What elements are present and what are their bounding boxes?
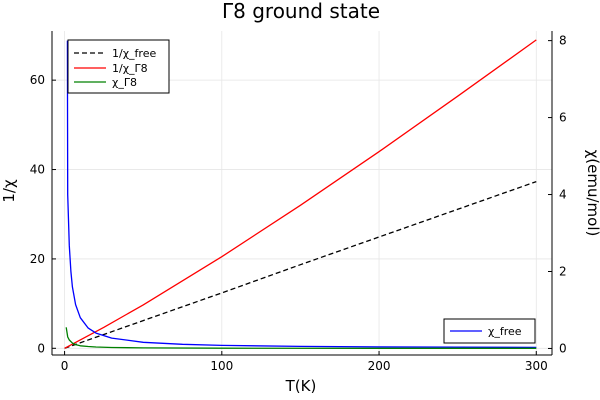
y-tick-label-right: 6 <box>559 111 567 125</box>
legend-label-chi-g8: χ_Γ8 <box>112 76 137 89</box>
y-tick-label-right: 8 <box>559 34 567 48</box>
x-tick-label: 200 <box>368 359 391 373</box>
y-axis-title-right: χ(emu/mol) <box>584 150 600 237</box>
y-tick-label-right: 4 <box>559 188 567 202</box>
y-tick-label-right: 0 <box>559 341 567 355</box>
legend-box <box>67 39 170 94</box>
y-tick-label-left: 60 <box>30 73 45 87</box>
series-line-1-8 <box>64 39 537 349</box>
x-tick-label: 300 <box>525 359 548 373</box>
legend-bottom-right: χ_free <box>443 318 536 344</box>
y-axis-title-left: 1/χ <box>0 179 18 203</box>
axes <box>51 31 553 356</box>
legend-label-chi-free: χ_free <box>488 325 522 338</box>
series-line--free <box>66 40 537 349</box>
legend-top-left: 1/χ_free 1/χ_Γ8 χ_Γ8 <box>67 39 170 94</box>
series-line-1-free <box>64 180 537 349</box>
series-layer <box>64 39 537 349</box>
chart-title: Γ8 ground state <box>222 0 380 23</box>
series-line--8 <box>65 327 537 349</box>
legend-label-inv-chi-g8: 1/χ_Γ8 <box>112 62 148 75</box>
y-tick-label-left: 20 <box>30 252 45 266</box>
tick-labels: 0 100 200 300 0 20 40 60 0 2 4 6 8 <box>30 34 567 373</box>
x-axis-title: T(K) <box>285 377 317 395</box>
y-tick-label-left: 0 <box>37 341 45 355</box>
x-tick-label: 100 <box>210 359 233 373</box>
y-tick-label-left: 40 <box>30 163 45 177</box>
y-tick-label-right: 2 <box>559 264 567 278</box>
x-tick-label: 0 <box>61 359 69 373</box>
legend-label-inv-chi-free: 1/χ_free <box>112 47 156 60</box>
